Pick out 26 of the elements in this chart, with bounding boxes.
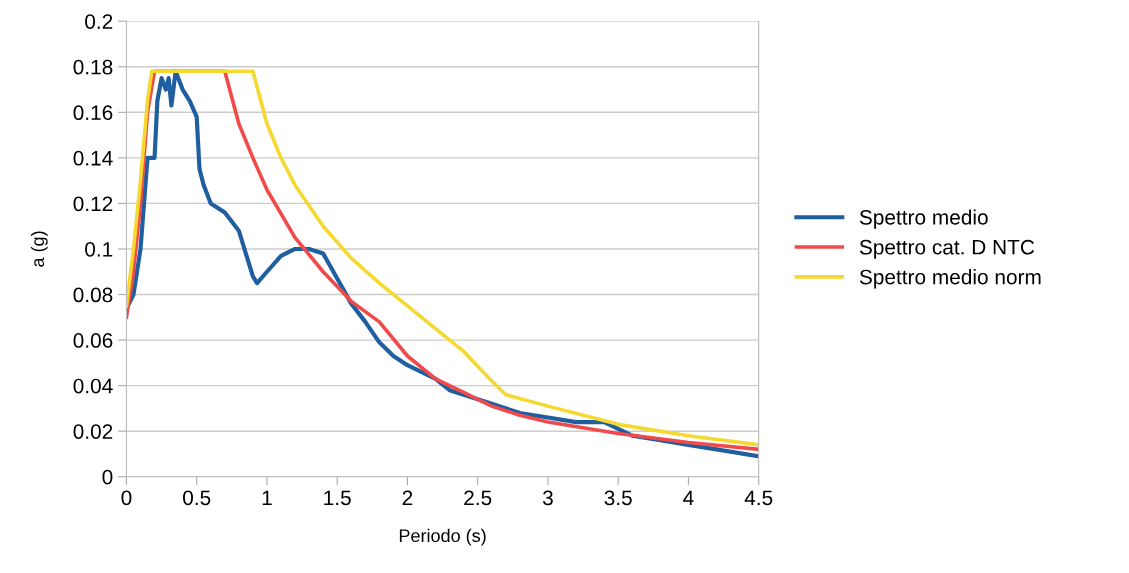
y-tick-label: 0.08	[73, 287, 113, 303]
x-tick-label: 1	[262, 490, 272, 506]
x-tick-label: 3.5	[604, 490, 632, 506]
x-tick-label: 3	[542, 490, 553, 506]
x-tick-label: 4.5	[744, 490, 773, 506]
y-tick-label: 0.1	[85, 241, 113, 257]
legend-label: Spettro cat. D NTC	[859, 239, 1035, 259]
y-tick-label: 0.04	[73, 378, 113, 394]
y-tick-label: 0.06	[73, 333, 113, 348]
x-tick-label: 0	[121, 490, 132, 506]
legend-label: Spettro medio norm	[859, 269, 1041, 289]
y-tick-label: 0.02	[73, 424, 113, 439]
y-tick-label: 0.14	[73, 150, 113, 166]
legend-label: Spettro medio	[859, 209, 988, 229]
y-tick-label: 0.12	[73, 196, 113, 212]
x-tick-label: 2.5	[464, 490, 492, 506]
x-tick-label: 0.5	[183, 490, 211, 506]
x-tick-label: 4	[683, 490, 694, 506]
y-tick-label: 0	[102, 469, 113, 485]
y-tick-label: 0.2	[85, 14, 113, 29]
x-tick-label: 1.5	[324, 490, 351, 506]
y-tick-label: 0.16	[73, 105, 113, 121]
x-axis-title: Periodo (s)	[399, 528, 486, 546]
x-tick-label: 2	[402, 490, 413, 506]
y-axis-title: a (g)	[30, 231, 48, 267]
y-tick-label: 0.18	[73, 59, 113, 75]
